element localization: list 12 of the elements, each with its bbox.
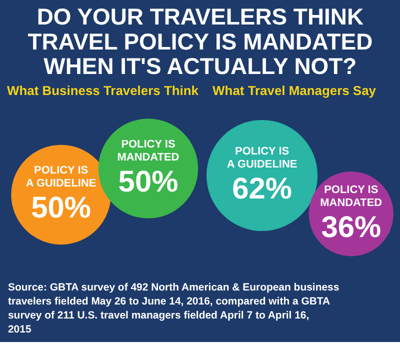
category-label: POLICY IS MANDATED bbox=[117, 138, 180, 164]
data-label: 50% bbox=[31, 192, 91, 225]
data-label: 62% bbox=[232, 172, 292, 206]
category-label: POLICY IS A GUIDELINE bbox=[226, 146, 298, 171]
source-note: Source: GBTA survey of 492 North American & European business travelers fielded May 26 to June 14, 2016, compared with a GBTA survey of 211 U.S. travel managers fielded April 7 to April 16, 2015 bbox=[8, 282, 340, 336]
category-label: POLICY IS MANDATED bbox=[320, 184, 382, 209]
data-label: 36% bbox=[321, 210, 382, 244]
category-label: POLICY IS A GUIDELINE bbox=[26, 164, 96, 190]
text: DO YOUR TRAVELERS THINK TRAVEL POLICY IS MANDATED WHEN IT'S ACTUALLY NOT? bbox=[28, 3, 373, 80]
text: What Travel Managers Say bbox=[212, 83, 377, 98]
text: What Business Travelers Think bbox=[7, 83, 200, 98]
data-label: 50% bbox=[118, 165, 178, 198]
